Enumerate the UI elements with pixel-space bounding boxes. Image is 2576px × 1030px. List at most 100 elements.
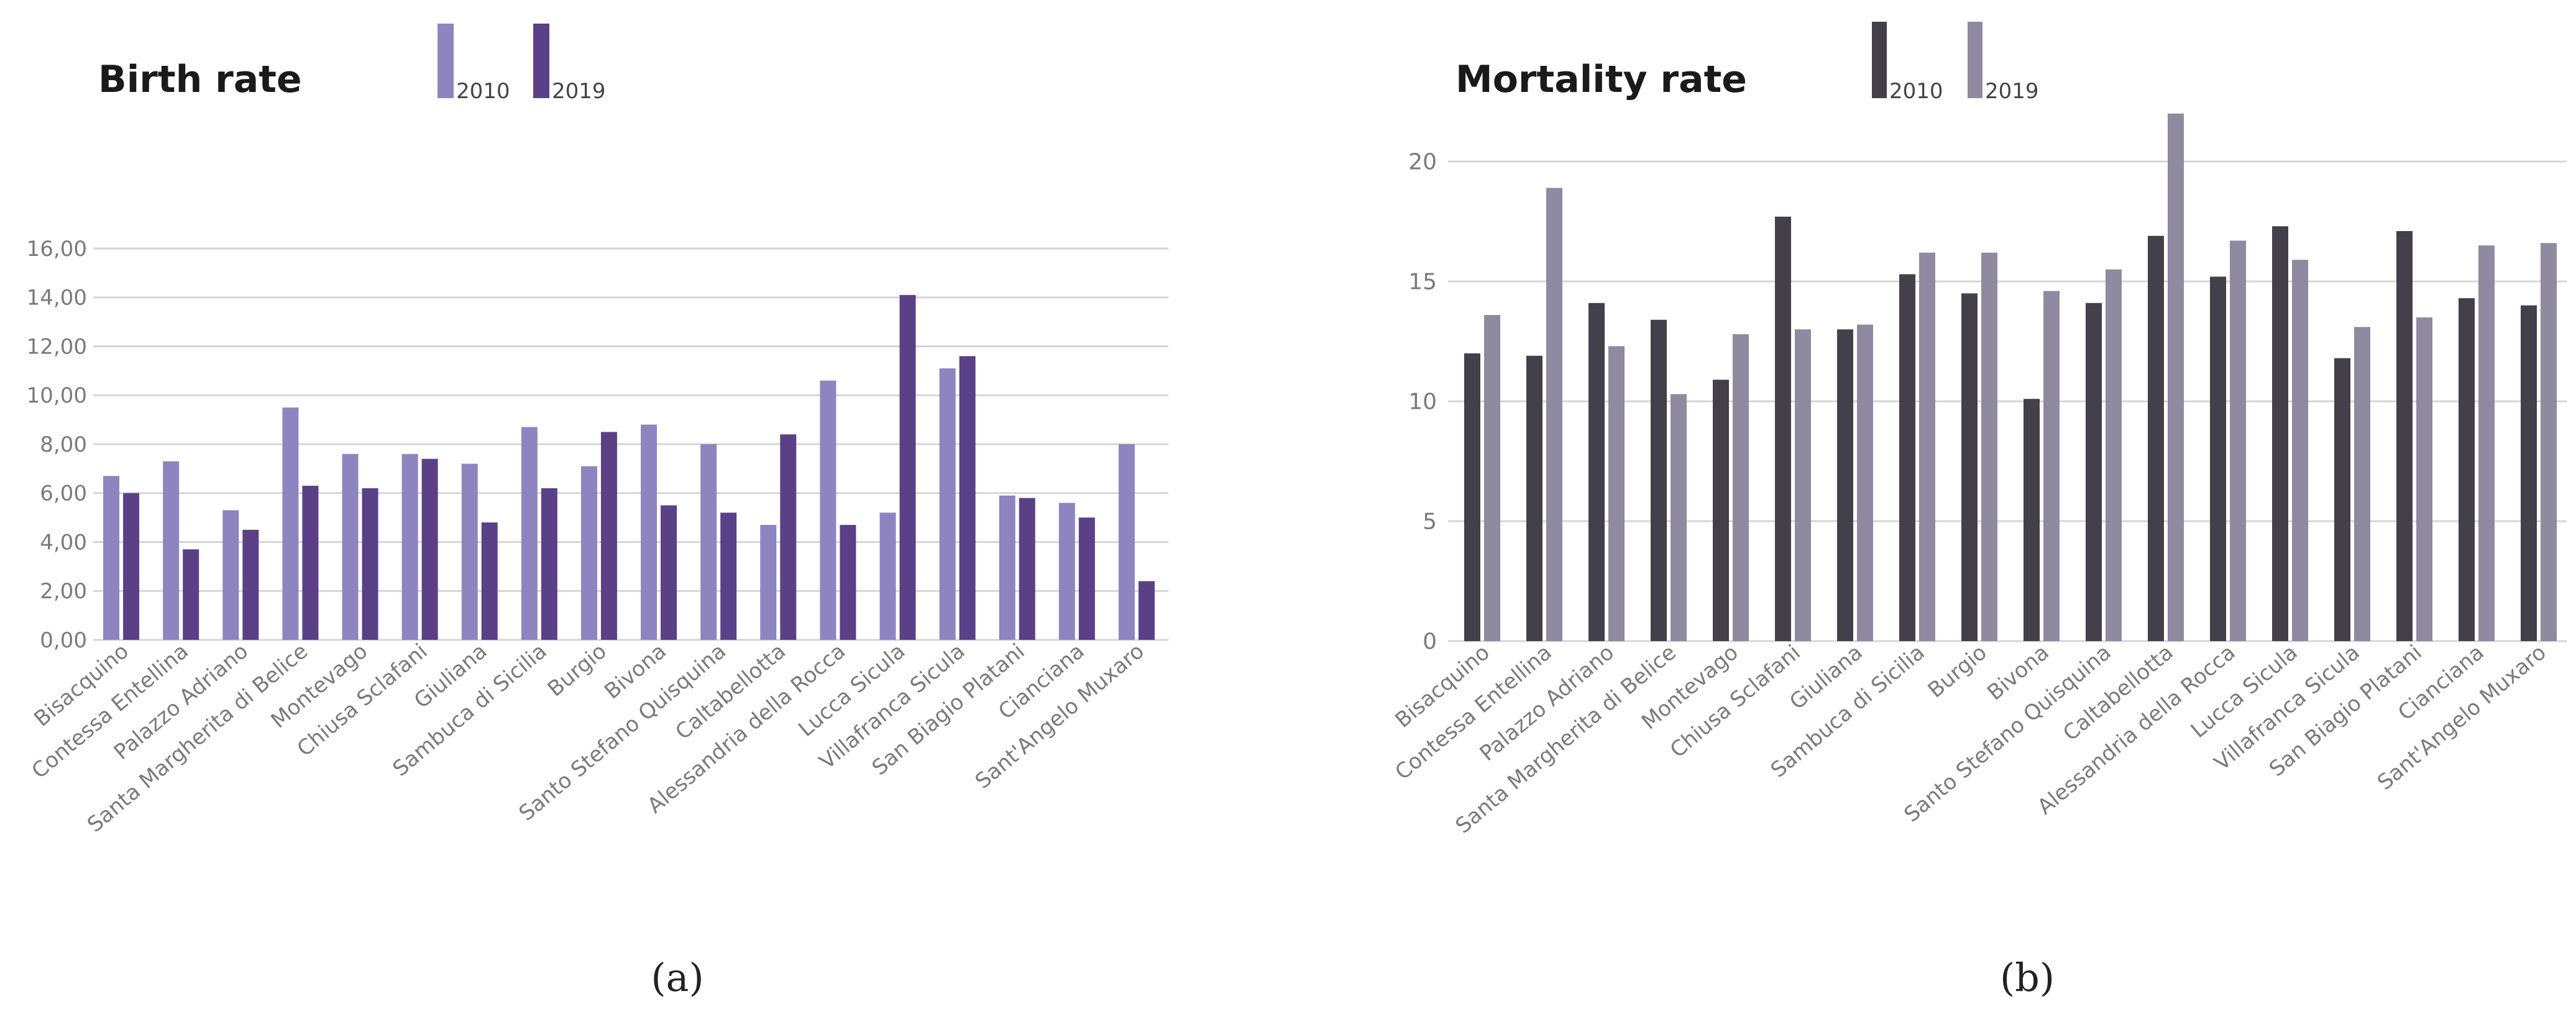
birth-rate-bar-2010 (879, 513, 896, 640)
mortality-rate-bar-2019 (1546, 188, 1562, 642)
birth-rate-bar-2010 (461, 463, 478, 640)
birth-rate-bar-2010 (1118, 444, 1135, 640)
mortality-rate-bar-2019 (1671, 394, 1687, 641)
mortality-rate-bar-2010 (1775, 216, 1791, 641)
birth-rate-bar-2019 (183, 549, 199, 640)
birth-rate-bar-2019 (481, 522, 498, 640)
mortality-rate-bar-2019 (2230, 240, 2246, 641)
birth-rate-category-label: Burgio (543, 639, 612, 701)
mortality-rate-bar-2010 (2521, 305, 2537, 642)
birth-rate-bar-2010 (282, 407, 299, 640)
mortality-rate-bar-2010 (1651, 319, 1667, 641)
mortality-rate-ytick-label: 5 (1423, 509, 1437, 535)
mortality-rate-bar-2019 (2541, 243, 2557, 641)
birth-rate-bar-2010 (342, 453, 359, 640)
birth-rate-ytick-label: 4,00 (40, 530, 87, 555)
birth-rate-bar-2010 (521, 427, 538, 640)
birth-rate-ytick-label: 10,00 (27, 383, 87, 408)
mortality-rate-bar-2010 (2272, 226, 2288, 642)
mortality-rate-bar-2010 (2396, 230, 2413, 641)
birth-rate-bar-2010 (580, 466, 597, 640)
birth-rate-bar-2010 (401, 453, 418, 640)
mortality-rate-category-label: Burgio (1923, 640, 1992, 703)
birth-rate-bar-2010 (1058, 503, 1075, 640)
birth-rate-bar-2010 (103, 476, 120, 640)
birth-rate-ytick-label: 6,00 (40, 481, 87, 506)
birth-rate-bar-2019 (302, 485, 319, 640)
birth-rate-legend-label-2019: 2019 (552, 79, 606, 104)
birth-rate-legend-swatch-2010 (438, 24, 454, 98)
birth-rate-bar-2019 (1019, 498, 1035, 640)
birth-rate-bar-2019 (840, 524, 856, 640)
mortality-rate-ytick-label: 10 (1408, 390, 1437, 415)
birth-rate-bar-2019 (600, 432, 617, 640)
birth-rate-bar-2019 (720, 513, 737, 640)
mortality-rate-bar-2010 (1837, 329, 1853, 641)
birth-rate-ytick-label: 14,00 (27, 286, 87, 311)
mortality-rate-bar-2019 (2292, 260, 2308, 641)
mortality-rate-bar-2019 (1795, 329, 1811, 641)
mortality-rate-legend-swatch-2019 (1968, 22, 1982, 98)
mortality-rate-ytick-label: 0 (1423, 629, 1437, 655)
birth-rate-bar-2019 (541, 488, 557, 640)
birth-rate-bar-2019 (421, 458, 438, 640)
birth-rate-ytick-label: 12,00 (27, 334, 87, 359)
mortality-rate-bar-2019 (1857, 324, 1873, 641)
mortality-rate-title: Mortality rate (1455, 58, 1747, 101)
birth-rate-bar-2010 (999, 495, 1015, 640)
mortality-rate-bar-2019 (1919, 252, 1935, 641)
mortality-rate-bar-2019 (1733, 334, 1749, 641)
mortality-rate-legend-label-2010: 2010 (1889, 79, 1943, 104)
mortality-rate-bar-2019 (2416, 317, 2432, 641)
mortality-rate-bar-2010 (1899, 274, 1915, 641)
birth-rate-bar-2019 (1138, 581, 1155, 640)
mortality-rate-bar-2019 (2043, 291, 2060, 641)
mortality-rate-bar-2019 (2354, 327, 2370, 641)
birth-rate-bar-2010 (939, 368, 956, 640)
birth-rate-title: Birth rate (98, 58, 302, 101)
mortality-rate-legend-swatch-2010 (1872, 22, 1887, 98)
mortality-rate-legend-label-2019: 2019 (1985, 79, 2039, 104)
birth-rate-bar-2010 (222, 510, 239, 640)
mortality-rate-bar-2019 (1484, 315, 1500, 641)
mortality-rate-bar-2010 (2210, 276, 2226, 641)
birth-rate-bar-2010 (163, 461, 180, 640)
birth-rate-panel: Birth rate 2010 2019 0,00 2,00 4,00 6,00 8,00 10… (27, 24, 1168, 1000)
birth-rate-bar-2019 (1078, 517, 1095, 640)
birth-rate-bar-2019 (959, 356, 976, 640)
mortality-rate-bar-2010 (2459, 298, 2475, 641)
birth-rate-caption: (a) (651, 955, 704, 1000)
mortality-rate-bar-2019 (2168, 113, 2184, 642)
mortality-rate-bar-2019 (2106, 269, 2122, 641)
mortality-rate-panel: Mortality rate 2010 201905101520Bisacquino… (1390, 22, 2567, 1000)
mortality-rate-bar-2019 (1608, 346, 1625, 641)
mortality-rate-bar-2010 (2086, 303, 2102, 641)
mortality-rate-bar-2010 (2334, 358, 2350, 641)
birth-rate-bar-2019 (362, 488, 378, 640)
birth-rate-ytick-label: 0,00 (40, 628, 87, 653)
birth-rate-bar-2010 (700, 444, 717, 640)
birth-rate-bar-2019 (242, 529, 259, 640)
mortality-rate-bar-2019 (1981, 252, 1997, 641)
birth-rate-bar-2010 (820, 380, 837, 640)
mortality-rate-ytick-label: 15 (1408, 270, 1437, 295)
mortality-rate-bar-2019 (2478, 245, 2495, 642)
birth-rate-ytick-label: 16,00 (27, 237, 87, 262)
mortality-rate-bar-2010 (1961, 293, 1978, 641)
mortality-rate-bar-2010 (2148, 235, 2164, 641)
mortality-rate-bar-2010 (1713, 380, 1729, 641)
birth-rate-ytick-label: 8,00 (40, 432, 87, 457)
birth-rate-legend-label-2010: 2010 (456, 79, 510, 104)
birth-rate-bar-2019 (780, 434, 797, 640)
birth-rate-bar-2010 (760, 524, 777, 640)
birth-rate-ytick-label: 2,00 (40, 579, 87, 604)
mortality-rate-caption: (b) (2000, 955, 2055, 1000)
birth-rate-bar-2010 (641, 424, 658, 640)
mortality-rate-ytick-label: 20 (1408, 150, 1437, 175)
birth-rate-bar-2019 (899, 294, 916, 640)
mortality-rate-bar-2010 (1588, 303, 1605, 641)
birth-rate-bar-2019 (661, 505, 677, 640)
mortality-rate-bar-2010 (1526, 355, 1542, 641)
birth-rate-bar-2019 (123, 493, 140, 640)
